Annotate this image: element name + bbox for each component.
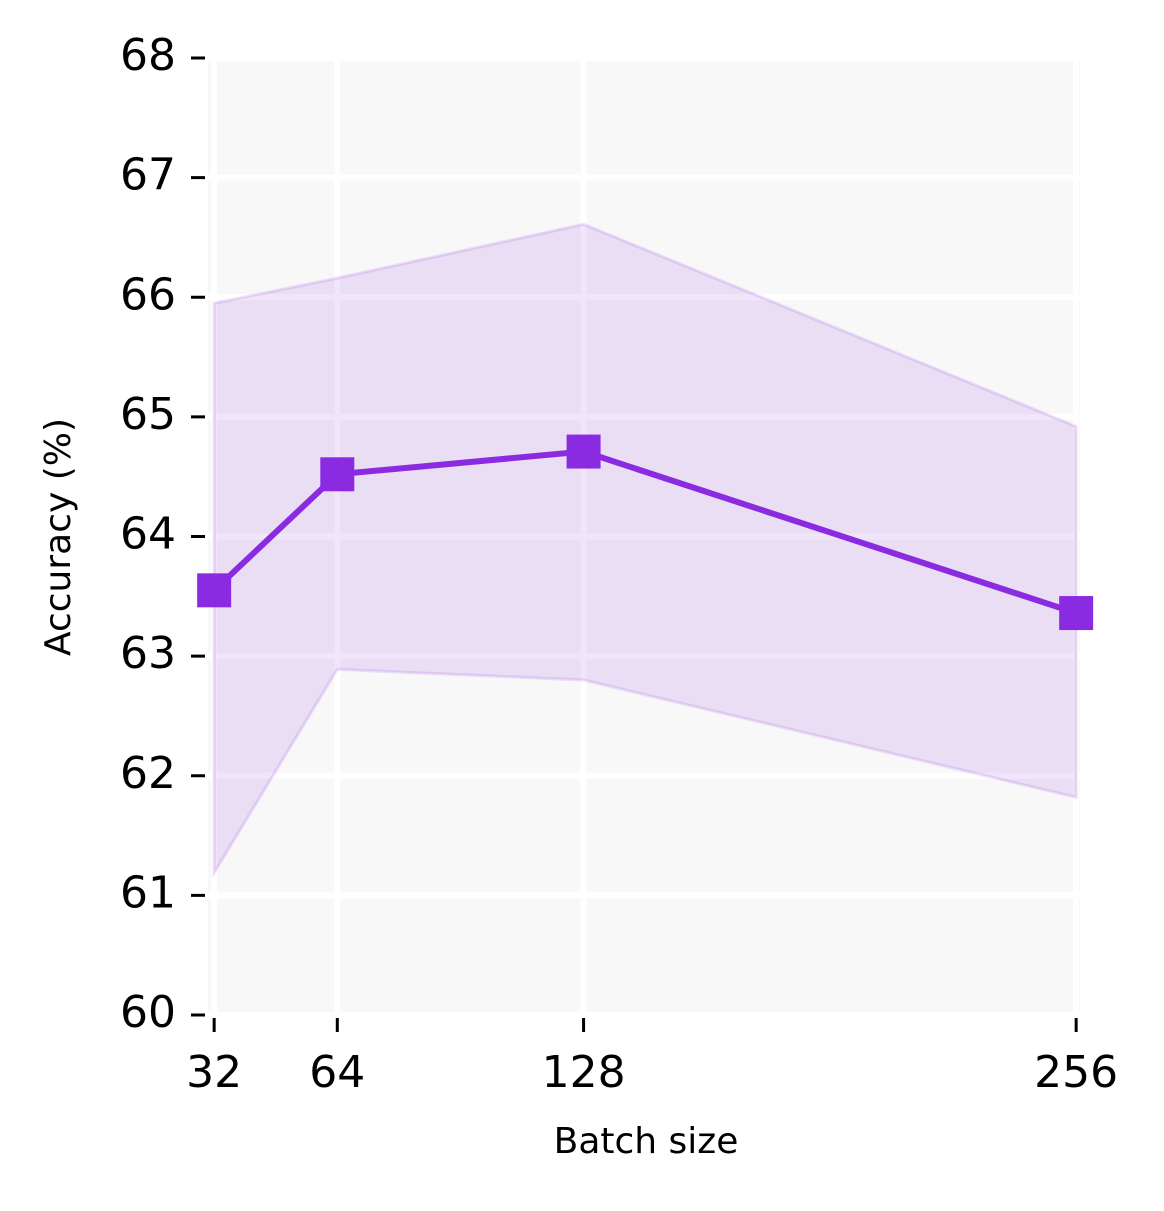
line [212,448,1078,616]
x-tick-label: 256 [1034,1047,1118,1098]
x-axis-label: Batch size [554,1121,739,1162]
y-tick-label: 61 [120,867,176,918]
y-tick-label: 66 [120,269,176,320]
y-tick-label: 63 [120,628,176,679]
y-axis-label: Accuracy (%) [38,418,79,656]
y-tick-label: 62 [120,748,176,799]
y-tick-label: 68 [120,30,176,81]
marker [566,434,601,469]
marker [197,573,232,608]
x-tick-label: 32 [186,1047,242,1098]
marker [320,457,355,492]
marker [1059,596,1094,631]
x-tick-label: 128 [542,1047,626,1098]
y-tick-label: 65 [120,389,176,440]
error-band [212,222,1078,879]
y-tick-label: 64 [120,509,176,560]
y-tick-label: 67 [120,150,176,201]
x-tick-label: 64 [309,1047,365,1098]
y-tick-label: 60 [120,987,176,1038]
